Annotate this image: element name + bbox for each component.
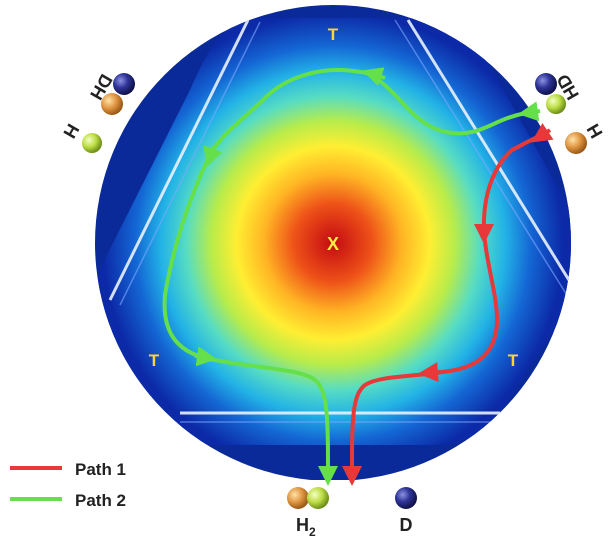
- product-label-h2: H2: [296, 515, 316, 539]
- vertex-label-left: T: [149, 351, 160, 370]
- product-label-d: D: [400, 515, 413, 535]
- vertex-label-right: T: [508, 351, 519, 370]
- atom-h-sphere-light: [546, 94, 566, 114]
- atom-h-sphere-light: [82, 133, 102, 153]
- center-label: X: [327, 234, 339, 254]
- atom-label-h: H: [583, 120, 607, 141]
- atom-label-h: H: [59, 120, 83, 141]
- path-1-arrow-entry: [531, 123, 554, 143]
- atom-h-sphere: [287, 487, 309, 509]
- atom-d-sphere: [395, 487, 417, 509]
- path-2-arrow-top: [362, 67, 386, 87]
- atom-d-sphere: [113, 73, 135, 95]
- path-2-arrow-left: [203, 145, 223, 168]
- path-2-arrow-entry: [518, 101, 541, 122]
- product-group: H2 D: [287, 487, 417, 539]
- legend-label-path-1: Path 1: [75, 460, 126, 479]
- legend: Path 1 Path 2: [10, 460, 126, 510]
- atom-d-sphere: [535, 73, 557, 95]
- atom-h-sphere: [565, 132, 587, 154]
- path-1-arrow-bottom-right: [418, 362, 441, 383]
- legend-label-path-2: Path 2: [75, 491, 126, 510]
- path-2-arrow-bottom-left: [194, 346, 217, 367]
- atom-h-sphere: [101, 93, 123, 115]
- path-1-line: [350, 132, 546, 477]
- vertex-label-top: T: [328, 25, 339, 44]
- atom-h-sphere-light: [307, 487, 329, 509]
